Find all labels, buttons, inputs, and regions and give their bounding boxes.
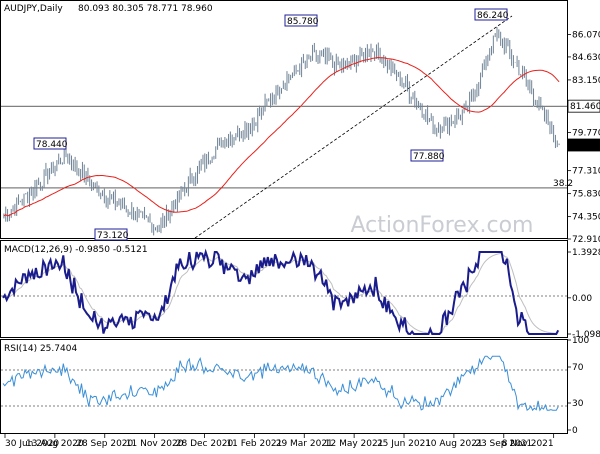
x-tick-4: 28 Dec 2020 <box>176 439 234 449</box>
price-tick-0: 86.070 <box>572 31 600 41</box>
x-tick-5: 11 Feb 2021 <box>226 439 282 449</box>
macd-line <box>2 248 560 336</box>
annotation-3: 77.880 <box>413 152 445 162</box>
moving-average-line <box>3 56 560 217</box>
price-tick-8: 74.350 <box>572 213 600 223</box>
macd-panel <box>0 240 568 338</box>
rsi-tick-0: 100 <box>572 336 589 346</box>
price-axis: 86.070 84.630 83.150 81.460 79.770 78.960 77.3… <box>567 31 600 245</box>
price-tick-4: 79.770 <box>572 128 600 138</box>
price-title: AUDJPY,Daily <box>4 4 63 14</box>
rsi-title: RSI(14) 25.7404 <box>4 344 77 354</box>
x-tick-1: 13 Aug 2020 <box>26 439 84 449</box>
x-tick-10: 23 Sep 2021 <box>475 439 532 449</box>
rsi-panel <box>0 339 568 434</box>
price-tick-1: 84.630 <box>572 53 600 63</box>
macd-tick-1: 0.00 <box>572 294 592 304</box>
annotation-box-0 <box>33 137 67 150</box>
price-tag-box-3 <box>567 99 600 113</box>
price-tick-9: 72.910 <box>572 235 600 245</box>
annotation-2: 85.780 <box>287 17 319 27</box>
annotation-box-1 <box>94 228 128 241</box>
x-tick-3: 11 Nov 2020 <box>126 439 184 449</box>
annotation-box-3 <box>410 149 444 162</box>
price-tick-5: 78.960 <box>570 141 600 151</box>
x-tick-0: 30 Jun 2020 <box>5 439 59 449</box>
price-tick-6: 77.310 <box>572 167 600 177</box>
x-tick-2: 28 Sep 2020 <box>76 439 133 449</box>
ohlc-header: 80.093 80.305 78.771 78.960 <box>78 4 213 14</box>
annotation-1: 73.120 <box>97 231 129 241</box>
annotation-4: 86.240 <box>477 11 509 21</box>
rsi-tick-1: 70 <box>572 363 584 373</box>
level-label-1: 38.2 <box>553 179 573 189</box>
rsi-line <box>2 355 559 412</box>
price-panel <box>0 0 568 239</box>
rsi-tick-2: 30 <box>572 399 584 409</box>
trendline <box>194 15 513 239</box>
macd-tick-0: 1.3928 <box>572 248 600 258</box>
candle-series <box>3 27 560 236</box>
level-lines: 38.2 <box>1 105 573 189</box>
x-tick-7: 12 May 2021 <box>325 439 384 449</box>
price-tag-box-5 <box>567 138 600 152</box>
rsi-axis: 100 70 30 0 <box>567 336 589 436</box>
price-annotations: 78.440 73.120 85.780 77.880 86.240 <box>33 8 509 241</box>
rsi-tick-3: 0 <box>572 426 578 436</box>
watermark: ActionForex.com <box>351 213 534 238</box>
price-tick-3: 81.460 <box>570 102 600 112</box>
x-tick-11: 8 Nov 2021 <box>502 439 554 449</box>
macd-axis: 1.3928 0.00 -1.0983 <box>567 248 600 340</box>
x-tick-8: 25 Jun 2021 <box>377 439 431 449</box>
macd-tick-2: -1.0983 <box>572 330 600 340</box>
x-tick-6: 29 Mar 2021 <box>276 439 333 449</box>
annotation-box-2 <box>284 14 318 27</box>
annotation-0: 78.440 <box>36 140 68 150</box>
annotation-box-4 <box>474 8 508 21</box>
macd-title: MACD(12,26,9) -0.9850 -0.5121 <box>4 245 148 255</box>
price-tick-2: 83.150 <box>572 76 600 86</box>
price-tick-7: 75.830 <box>572 190 600 200</box>
x-tick-9: 10 Aug 2021 <box>425 439 483 449</box>
